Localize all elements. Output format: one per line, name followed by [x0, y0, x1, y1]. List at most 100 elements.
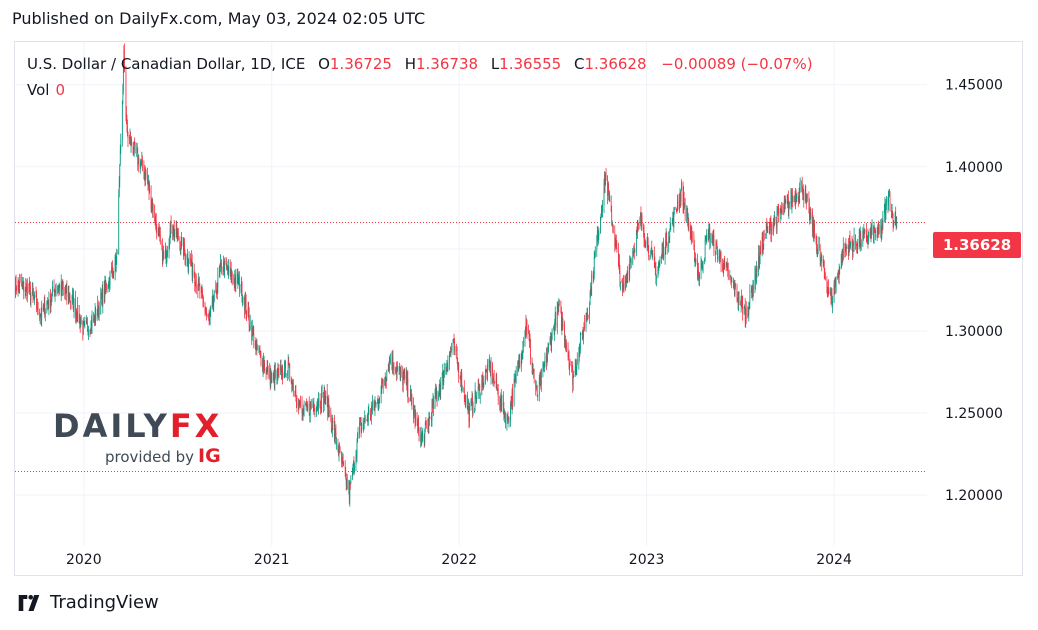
candle-body	[166, 255, 167, 261]
candle-body	[227, 267, 228, 272]
candle-body	[840, 255, 842, 267]
candle-body	[431, 417, 432, 421]
candle-body	[308, 403, 310, 414]
candle-body	[108, 285, 109, 287]
candle-body	[253, 332, 255, 346]
candle-body	[845, 246, 847, 248]
candle-body	[230, 268, 232, 280]
candle-body	[147, 181, 149, 185]
candle-body	[338, 445, 340, 455]
candle-body	[379, 397, 380, 404]
candle-body	[695, 258, 697, 261]
candle-body	[91, 321, 92, 328]
candle-body	[317, 404, 318, 406]
candle-body	[169, 229, 171, 244]
candle-body	[564, 323, 565, 343]
candle-body	[66, 286, 68, 298]
candle-body	[342, 460, 344, 464]
candle-body	[653, 253, 655, 263]
candle-body	[730, 275, 732, 278]
candle-body	[280, 365, 282, 367]
candle-body	[458, 363, 460, 377]
candle-body	[370, 410, 371, 417]
candle-body	[194, 276, 196, 285]
candle-body	[68, 292, 70, 302]
candle-body	[846, 247, 847, 249]
candle-body	[791, 194, 793, 207]
candle-body	[827, 287, 829, 294]
candle-body	[468, 406, 470, 422]
candle-body	[819, 244, 821, 249]
candle-body	[859, 231, 861, 245]
candle-body	[805, 194, 807, 202]
candle-body	[300, 400, 301, 404]
candle-body	[380, 387, 382, 398]
candle-body	[316, 405, 318, 411]
candle-body	[555, 313, 557, 328]
candle-series	[15, 43, 898, 507]
candle-body	[478, 386, 480, 388]
candle-body	[299, 400, 301, 406]
high-value: 1.36738	[416, 55, 479, 73]
candle-body	[769, 226, 770, 231]
candle-body	[863, 230, 865, 237]
candle-body	[400, 368, 402, 373]
candle-body	[893, 224, 894, 227]
candle-body	[676, 209, 678, 211]
candle-body	[722, 264, 723, 272]
candle-body	[248, 308, 249, 315]
candle-body	[881, 225, 883, 228]
candle-body	[643, 232, 645, 241]
candle-body	[284, 360, 286, 362]
candle-body	[388, 367, 390, 372]
candle-body	[105, 283, 107, 288]
candle-body	[132, 145, 134, 154]
candle-body	[615, 241, 617, 245]
candle-body	[264, 362, 265, 370]
candle-body	[741, 300, 743, 302]
candle-body	[665, 239, 666, 253]
candle-body	[820, 255, 822, 259]
candle-body	[190, 263, 192, 266]
candle-body	[469, 406, 470, 422]
candle-body	[657, 268, 659, 277]
candle-body	[679, 200, 680, 210]
price-chart[interactable]: 1.450001.400001.350001.300001.250001.200…	[15, 42, 1024, 577]
candle-body	[765, 234, 767, 239]
candle-body	[572, 375, 574, 385]
tradingview-brand[interactable]: TradingView	[14, 592, 159, 613]
candle-body	[806, 196, 808, 202]
candle-body	[94, 309, 96, 323]
candle-body	[429, 417, 430, 418]
candle-body	[275, 370, 276, 378]
candle-body	[510, 402, 511, 422]
candle-body	[83, 321, 85, 324]
candle-body	[255, 343, 257, 349]
candle-body	[174, 231, 176, 235]
candle-body	[47, 303, 48, 305]
candle-body	[392, 355, 393, 369]
candle-body	[197, 287, 199, 291]
candle-body	[605, 174, 607, 177]
candle-body	[191, 257, 193, 276]
candle-body	[58, 286, 59, 290]
candle-body	[481, 378, 483, 383]
candle-body	[815, 236, 817, 241]
candle-body	[892, 213, 894, 227]
candle-body	[831, 294, 832, 299]
candle-body	[217, 275, 219, 288]
candle-body	[467, 394, 468, 410]
chart-panel[interactable]: 1.450001.400001.350001.300001.250001.200…	[14, 41, 1023, 576]
candle-body	[587, 315, 588, 317]
candle-body	[314, 411, 316, 412]
candle-body	[637, 226, 638, 233]
candle-body	[321, 392, 323, 394]
candle-body	[161, 241, 163, 244]
candle-body	[424, 422, 426, 430]
candle-body	[320, 407, 321, 408]
candle-body	[140, 160, 142, 164]
candle-body	[834, 284, 835, 293]
high-label: H	[404, 55, 416, 73]
candle-body	[532, 366, 534, 373]
candle-body	[740, 296, 742, 305]
